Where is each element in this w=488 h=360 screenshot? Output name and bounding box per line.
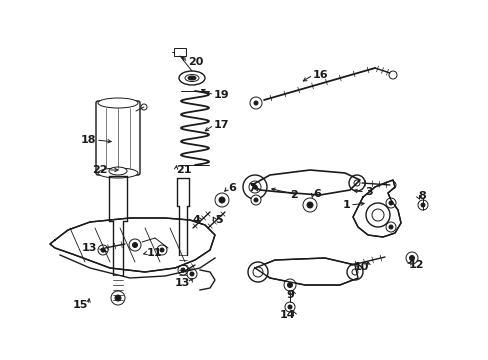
Text: 7: 7 xyxy=(248,183,256,193)
Text: 2: 2 xyxy=(290,190,297,200)
Circle shape xyxy=(285,302,294,312)
Ellipse shape xyxy=(98,168,138,178)
Polygon shape xyxy=(254,258,357,285)
Text: 18: 18 xyxy=(81,135,96,145)
Text: 3: 3 xyxy=(364,187,372,197)
Circle shape xyxy=(306,202,312,208)
Circle shape xyxy=(351,269,357,275)
Polygon shape xyxy=(352,180,400,237)
Ellipse shape xyxy=(98,98,138,108)
Circle shape xyxy=(111,291,125,305)
Circle shape xyxy=(408,256,414,261)
Text: 19: 19 xyxy=(214,90,229,100)
Circle shape xyxy=(215,193,228,207)
Circle shape xyxy=(243,175,266,199)
Text: 16: 16 xyxy=(312,70,328,80)
Circle shape xyxy=(186,269,197,279)
Circle shape xyxy=(141,104,147,110)
Circle shape xyxy=(405,252,417,264)
Text: 21: 21 xyxy=(176,165,191,175)
Circle shape xyxy=(287,305,291,309)
Circle shape xyxy=(190,272,194,276)
Text: 22: 22 xyxy=(92,165,108,175)
Text: 8: 8 xyxy=(417,191,425,201)
Text: 17: 17 xyxy=(214,120,229,130)
Circle shape xyxy=(284,279,295,291)
Circle shape xyxy=(129,239,141,251)
Circle shape xyxy=(385,222,395,232)
Ellipse shape xyxy=(187,76,196,80)
Circle shape xyxy=(248,181,261,193)
Circle shape xyxy=(348,175,364,191)
Text: 4: 4 xyxy=(192,215,200,225)
Text: 6: 6 xyxy=(227,183,235,193)
Circle shape xyxy=(247,262,267,282)
Text: 20: 20 xyxy=(187,57,203,67)
Circle shape xyxy=(252,267,263,277)
Text: 13: 13 xyxy=(81,243,97,253)
FancyBboxPatch shape xyxy=(96,101,140,175)
Ellipse shape xyxy=(179,71,204,85)
Circle shape xyxy=(287,283,292,288)
Text: 9: 9 xyxy=(285,290,293,300)
Circle shape xyxy=(160,248,163,252)
Circle shape xyxy=(365,203,389,227)
Circle shape xyxy=(346,264,362,280)
Text: 15: 15 xyxy=(73,300,88,310)
Circle shape xyxy=(157,245,167,255)
Circle shape xyxy=(132,243,137,248)
Circle shape xyxy=(353,180,359,186)
Text: 1: 1 xyxy=(342,200,349,210)
Circle shape xyxy=(388,201,392,205)
Circle shape xyxy=(371,209,383,221)
Circle shape xyxy=(388,71,396,79)
Ellipse shape xyxy=(109,167,127,175)
Circle shape xyxy=(388,225,392,229)
Circle shape xyxy=(252,185,257,189)
Text: 13: 13 xyxy=(174,278,190,288)
Circle shape xyxy=(417,200,427,210)
Circle shape xyxy=(219,197,224,203)
Circle shape xyxy=(101,248,105,252)
Circle shape xyxy=(253,101,258,105)
Text: 6: 6 xyxy=(312,189,320,199)
Polygon shape xyxy=(50,218,215,272)
Bar xyxy=(174,48,185,56)
Circle shape xyxy=(98,245,108,255)
Ellipse shape xyxy=(184,75,199,81)
Circle shape xyxy=(250,195,261,205)
Circle shape xyxy=(249,97,262,109)
Circle shape xyxy=(387,181,395,189)
Circle shape xyxy=(115,295,121,301)
Text: 10: 10 xyxy=(353,262,368,272)
Circle shape xyxy=(385,198,395,208)
Circle shape xyxy=(303,198,316,212)
Text: 11: 11 xyxy=(147,248,162,258)
Text: 14: 14 xyxy=(279,310,294,320)
Text: 12: 12 xyxy=(408,260,424,270)
Circle shape xyxy=(178,265,187,275)
Circle shape xyxy=(181,268,184,272)
Circle shape xyxy=(420,203,424,207)
Text: 5: 5 xyxy=(215,215,222,225)
Circle shape xyxy=(253,198,258,202)
